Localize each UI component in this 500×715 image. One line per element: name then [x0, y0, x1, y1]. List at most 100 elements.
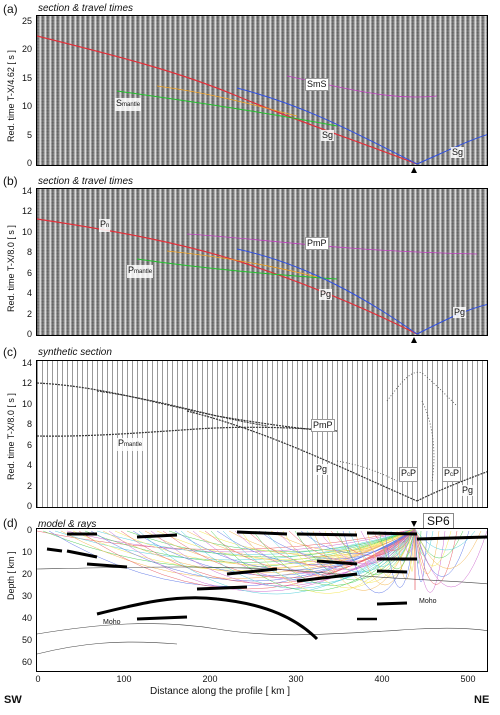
phase-pmantle-c: Pmantle	[117, 438, 144, 451]
panel-c-ylabel: Red. time T-X/8.0 [ s ]	[6, 393, 16, 480]
panel-b-traveltime-curves	[37, 218, 487, 335]
ray-path	[306, 529, 416, 573]
ytick-d: 60	[21, 657, 32, 667]
ytick-c: 4	[26, 460, 32, 471]
panel-b-sp-marker-icon	[411, 337, 417, 343]
ray-path	[180, 529, 416, 589]
ytick-c: 8	[26, 419, 32, 430]
ytick-a: 5	[26, 129, 32, 140]
xtick: 100	[116, 674, 132, 684]
sp6-box: SP6	[423, 513, 454, 529]
xtick: 0	[35, 674, 41, 684]
ray-path	[414, 529, 487, 588]
panel-c-title: synthetic section	[38, 347, 112, 358]
ray-path	[204, 529, 416, 573]
panel-d-label: (d)	[3, 516, 18, 530]
xtick: 300	[288, 674, 304, 684]
ytick-b: 2	[26, 308, 32, 319]
ytick-a: 25	[21, 16, 32, 26]
ytick-d: 20	[21, 569, 32, 579]
panel-d-ylabel: Depth [ km ]	[6, 551, 16, 600]
panel-c-label: (c)	[3, 345, 17, 359]
panel-d-rays	[37, 529, 487, 655]
x-axis-title: Distance along the profile [ km ]	[150, 686, 291, 697]
ray-path	[126, 529, 416, 558]
panel-a-ylabel: Red. time T-X/4.62 [ s ]	[6, 50, 16, 142]
panel-a-traveltime-curves	[37, 35, 487, 165]
phase-pg-b-2: Pg	[453, 307, 467, 318]
ytick-c: 12	[21, 378, 32, 389]
phase-pcp-c-1: PcP	[399, 467, 419, 482]
ray-path	[252, 529, 416, 586]
ray-path	[414, 529, 446, 593]
moho-label-1: Moho	[103, 619, 121, 626]
phase-smantle-a: Smantle	[115, 98, 142, 111]
phase-pmp-c: PmP	[311, 419, 335, 432]
panel-b-ylabel: Red. time T-X/8.0 [ s ]	[6, 225, 16, 312]
phase-pg-b-1: Pg	[319, 289, 333, 300]
ray-path	[294, 529, 416, 581]
xtick: 400	[374, 674, 390, 684]
sw-label: SW	[4, 694, 22, 706]
ytick-b: 10	[21, 226, 32, 237]
panel-a-title: section & travel times	[38, 3, 134, 14]
ytick-c: 6	[26, 439, 32, 450]
ytick-b: 14	[21, 186, 32, 196]
ray-path	[348, 529, 416, 567]
ytick-d: 30	[21, 591, 32, 601]
ytick-c: 14	[21, 358, 32, 368]
ray-path	[246, 529, 416, 568]
ray-path	[78, 529, 416, 590]
ray-path	[414, 529, 440, 575]
xtick: 500	[460, 674, 476, 684]
ray-path	[108, 529, 416, 592]
ray-path	[414, 529, 482, 569]
ray-path	[414, 529, 464, 559]
ray-path	[300, 529, 416, 554]
xtick: 200	[202, 674, 218, 684]
ray-path	[258, 529, 416, 560]
panel-b-title: section & travel times	[38, 176, 134, 187]
phase-pn-b: Pn	[99, 219, 111, 232]
ytick-b: 8	[26, 247, 32, 258]
ray-path	[96, 529, 416, 555]
ytick-b: 12	[21, 206, 32, 217]
ytick-b: 0	[26, 329, 32, 339]
phase-sms-a: SmS	[305, 78, 329, 91]
ray-path	[396, 529, 416, 580]
phase-pg-c-1: Pg	[315, 464, 329, 475]
ytick-c: 2	[26, 480, 32, 491]
ytick-d: 0	[26, 525, 32, 535]
ytick-a: 0	[26, 158, 32, 168]
ray-path	[324, 529, 416, 583]
phase-pg-c-2: Pg	[461, 485, 475, 496]
sp6-marker-icon	[411, 521, 417, 527]
ray-path	[216, 529, 416, 565]
ray-path	[168, 529, 416, 552]
panel-d-title: model & rays	[38, 519, 97, 530]
ytick-a: 10	[21, 101, 32, 112]
ray-path	[198, 529, 416, 555]
phase-pmp-b: PmP	[305, 237, 329, 250]
panel-c-synthetic: PmP Pmantle Pg PcP PcP Pg	[36, 360, 488, 508]
panel-a-label: (a)	[3, 2, 18, 16]
ytick-c: 0	[26, 501, 32, 511]
phase-pmantle-b: Pmantle	[127, 265, 154, 278]
panel-a-sp-marker-icon	[411, 167, 417, 173]
ytick-b: 4	[26, 288, 32, 299]
ray-path	[330, 529, 416, 557]
ray-path	[42, 529, 416, 569]
ray-path	[288, 529, 416, 562]
panel-d-model: Moho Moho	[36, 528, 488, 672]
ytick-a: 20	[21, 44, 32, 55]
ytick-a: 15	[21, 72, 32, 83]
ray-path	[222, 529, 416, 584]
ray-path	[234, 529, 416, 576]
panel-b-section: Pn PmP Pmantle Pg Pg	[36, 188, 488, 336]
ytick-d: 40	[21, 613, 32, 623]
panel-a-section: Smantle SmS Sg Sg	[36, 15, 488, 166]
ray-path	[414, 529, 428, 583]
ytick-c: 10	[21, 398, 32, 409]
ytick-d: 50	[21, 635, 32, 645]
phase-pcp-c-2: PcP	[442, 467, 462, 482]
